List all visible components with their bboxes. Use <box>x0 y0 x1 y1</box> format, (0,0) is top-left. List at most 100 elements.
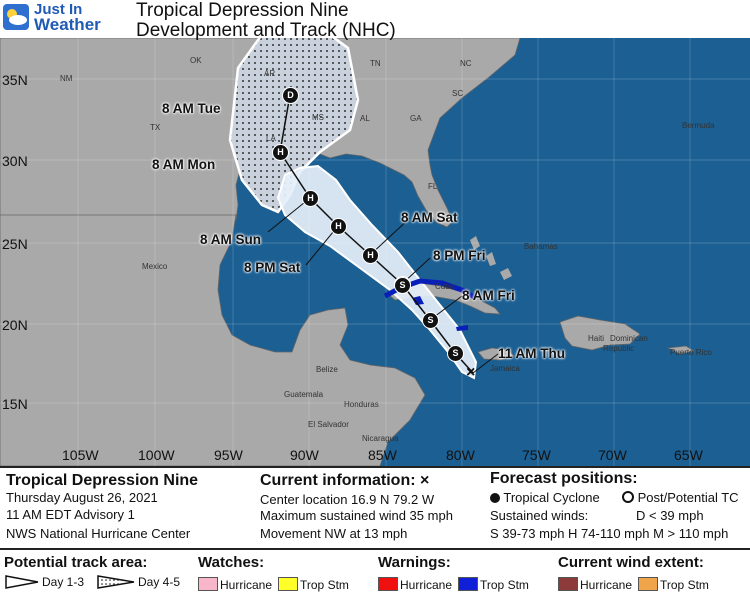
lat-label: 20N <box>2 317 28 333</box>
shm-wind: S 39-73 mph H 74-110 mph M > 110 mph <box>490 526 729 541</box>
filled-circle-icon <box>490 493 500 503</box>
sun-cloud-icon <box>3 4 29 30</box>
logo-line1: Just In <box>34 1 83 18</box>
legend-post-tc: Post/Potential TC <box>622 490 739 505</box>
lat-label: 30N <box>2 153 28 169</box>
warn-hurricane-label: Hurricane <box>400 578 453 592</box>
region-label: Honduras <box>344 400 379 409</box>
lon-label: 100W <box>138 447 175 463</box>
forecast-label: 8 AM Tue <box>162 101 221 116</box>
day13-icon <box>5 575 39 589</box>
forecast-marker: H <box>330 218 347 235</box>
region-label: Republic <box>603 344 635 353</box>
lon-label: 65W <box>674 447 703 463</box>
region-label: TX <box>150 123 161 132</box>
forecast-heading: Forecast positions: <box>490 470 638 487</box>
forecast-label: 8 AM Sun <box>200 232 262 247</box>
land-jamaica <box>477 347 515 361</box>
region-label: GA <box>410 114 422 123</box>
forecast-label: 8 PM Sat <box>244 260 301 275</box>
region-label: Cuba <box>435 282 455 291</box>
watches-heading: Watches: <box>198 554 265 571</box>
lat-label: 15N <box>2 396 28 412</box>
sustained-winds: Sustained winds: <box>490 508 589 523</box>
wind-trop-label: Trop Stm <box>660 578 709 592</box>
warn-hurricane-swatch <box>378 577 398 591</box>
region-label: El Salvador <box>308 420 349 429</box>
watch-trop-label: Trop Stm <box>300 578 349 592</box>
region-label: Dominican <box>610 334 648 343</box>
issuing-center: NWS National Hurricane Center <box>6 526 191 541</box>
warn-trop-label: Trop Stm <box>480 578 529 592</box>
current-position-icon: × <box>466 364 476 381</box>
region-label: OK <box>190 56 202 65</box>
forecast-label: 8 PM Fri <box>433 248 486 263</box>
land-hispaniola <box>559 315 641 351</box>
region-label: Belize <box>316 365 338 374</box>
logo-text: Just In Weather <box>34 1 101 34</box>
forecast-marker: S <box>394 277 411 294</box>
wind-hurricane-label: Hurricane <box>580 578 633 592</box>
region-label: TN <box>370 59 381 68</box>
forecast-marker: S <box>447 345 464 362</box>
lon-label: 80W <box>446 447 475 463</box>
region-label: Jamaica <box>490 364 520 373</box>
region-label: AL <box>360 114 370 123</box>
lat-label: 25N <box>2 236 28 252</box>
region-label: FL <box>428 182 438 191</box>
region-label: Bermuda <box>682 121 715 130</box>
region-label: Haiti <box>588 334 605 343</box>
land-puerto-rico <box>666 345 696 355</box>
max-wind: Maximum sustained wind 35 mph <box>260 508 453 523</box>
region-label: AR <box>264 69 276 78</box>
region-label: MS <box>312 113 324 122</box>
movement: Movement NW at 13 mph <box>260 526 408 541</box>
region-label: SC <box>452 89 464 98</box>
storm-name: Tropical Depression Nine <box>6 472 199 489</box>
forecast-marker: D <box>282 87 299 104</box>
forecast-label: 8 AM Fri <box>462 288 515 303</box>
region-label: Puerto Rico <box>670 348 712 357</box>
region-label: LA <box>266 134 276 143</box>
land-mexico <box>0 214 426 466</box>
warnings-heading: Warnings: <box>378 554 451 571</box>
lon-label: 85W <box>368 447 397 463</box>
post-tc-label: Post/Potential TC <box>637 490 739 505</box>
watch-trop-swatch <box>278 577 298 591</box>
d-wind: D < 39 mph <box>636 508 704 523</box>
legend-tropical-cyclone: Tropical Cyclone <box>490 490 600 505</box>
warn-trop-swatch <box>458 577 478 591</box>
wind-extent-heading: Current wind extent: <box>558 554 704 571</box>
lat-label: 35N <box>2 72 28 88</box>
day45-label: Day 4-5 <box>138 575 181 589</box>
logo-line2: Weather <box>34 15 101 34</box>
lon-label: 105W <box>62 447 99 463</box>
title-line1: Tropical Depression Nine <box>136 0 349 21</box>
center-location: Center location 16.9 N 79.2 W <box>260 492 435 507</box>
forecast-label: 8 AM Sat <box>401 210 458 225</box>
lon-label: 90W <box>290 447 319 463</box>
lon-label: 75W <box>522 447 551 463</box>
header: Just In Weather Tropical Depression Nine… <box>0 0 750 41</box>
day13-label: Day 1-3 <box>42 575 85 589</box>
current-heading: Current information: × <box>260 472 430 489</box>
potential-track-heading: Potential track area: <box>4 554 148 571</box>
wind-trop-swatch <box>638 577 658 591</box>
title-line2: Development and Track (NHC) <box>136 20 396 41</box>
forecast-label: 11 AM Thu <box>498 346 566 361</box>
tropical-cyclone-label: Tropical Cyclone <box>503 490 600 505</box>
track-map <box>0 0 750 466</box>
lon-label: 70W <box>598 447 627 463</box>
day45-icon <box>97 575 135 589</box>
region-label: Bahamas <box>524 242 558 251</box>
forecast-marker: H <box>272 144 289 161</box>
info-panel: Tropical Depression Nine Thursday August… <box>0 466 750 598</box>
forecast-label: 8 AM Mon <box>152 157 216 172</box>
region-label: Nicaragua <box>362 434 399 443</box>
watch-hurricane-label: Hurricane <box>220 578 273 592</box>
forecast-marker: H <box>362 247 379 264</box>
forecast-marker: S <box>422 312 439 329</box>
advisory-number: 11 AM EDT Advisory 1 <box>6 507 135 522</box>
region-label: Mexico <box>142 262 168 271</box>
region-label: NM <box>60 74 73 83</box>
